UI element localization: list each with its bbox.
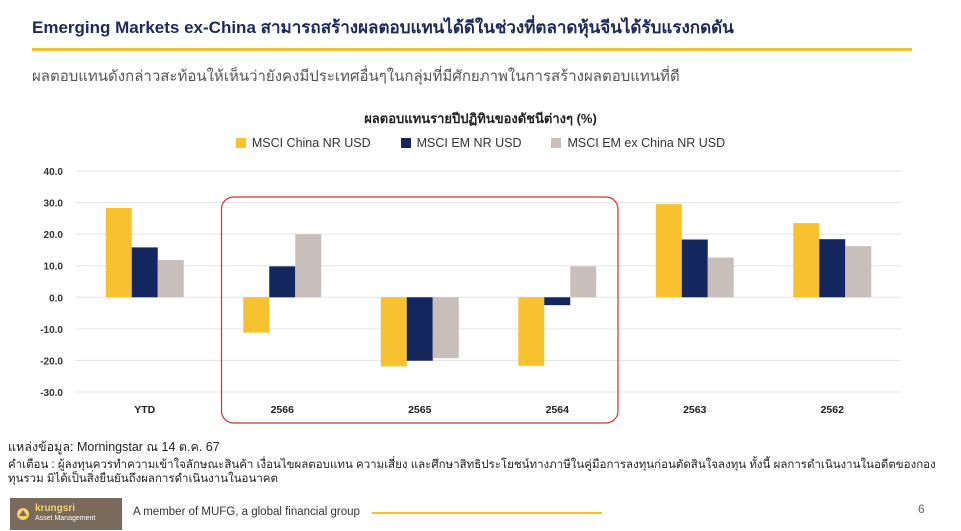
bar-msci-china-nr-usd (243, 297, 270, 333)
bar-msci-em-ex-china-nr-usd (570, 266, 597, 298)
bar-msci-china-nr-usd (518, 297, 545, 366)
page-title: Emerging Markets ex-China สามารถสร้างผลต… (32, 18, 734, 37)
bar-msci-china-nr-usd (655, 204, 682, 298)
bar-msci-em-ex-china-nr-usd (707, 257, 734, 298)
x-tick-label: 2565 (408, 404, 432, 416)
legend-label-china: MSCI China NR USD (251, 136, 371, 150)
chart-legend: MSCI China NR USD MSCI EM NR USD MSCI EM… (0, 136, 961, 150)
bar-msci-china-nr-usd (793, 223, 820, 298)
title-underline (32, 48, 912, 51)
x-tick-label: 2562 (821, 404, 845, 416)
legend-label-em: MSCI EM NR USD (416, 136, 522, 150)
logo-main-text: krungsri (35, 503, 76, 514)
bar-msci-em-nr-usd (544, 297, 571, 306)
y-tick-label: 10.0 (44, 262, 64, 273)
x-tick-label: YTD (134, 404, 155, 416)
x-tick-label: 2563 (683, 404, 707, 416)
logo-mark-icon (17, 508, 29, 520)
x-tick-label: 2564 (546, 404, 570, 416)
bar-msci-em-nr-usd (681, 239, 708, 298)
y-tick-label: -20.0 (40, 356, 63, 367)
y-tick-label: 0.0 (49, 293, 63, 304)
legend-item-em: MSCI EM NR USD (400, 136, 522, 150)
page-number: 6 (918, 502, 925, 516)
member-tagline: A member of MUFG, a global financial gro… (133, 506, 360, 518)
y-tick-label: 30.0 (44, 199, 64, 210)
source-note: แหล่งข้อมูล: Morningstar ณ 14 ต.ค. 67 (8, 440, 220, 454)
legend-item-em-ex-china: MSCI EM ex China NR USD (551, 136, 725, 150)
bar-msci-em-nr-usd (269, 266, 296, 298)
y-tick-label: 40.0 (44, 167, 64, 178)
legend-swatch-em-ex-china (551, 138, 562, 148)
x-tick-label: 2566 (271, 404, 295, 416)
bar-msci-china-nr-usd (380, 297, 407, 367)
bar-msci-em-nr-usd (406, 297, 433, 361)
bar-msci-em-ex-china-nr-usd (432, 297, 459, 359)
bar-msci-em-ex-china-nr-usd (845, 246, 872, 298)
bar-msci-em-ex-china-nr-usd (157, 260, 184, 298)
page-subtitle: ผลตอบแทนดังกล่าวสะท้อนให้เห็นว่ายังคงมีป… (32, 68, 680, 85)
highlight-box (220, 196, 619, 424)
legend-swatch-em (400, 138, 411, 148)
y-tick-label: 20.0 (44, 230, 64, 241)
bar-msci-em-ex-china-nr-usd (295, 234, 322, 298)
footer-accent-line (372, 512, 602, 514)
bar-msci-em-nr-usd (131, 247, 158, 298)
bar-msci-china-nr-usd (105, 207, 132, 298)
y-tick-label: -30.0 (40, 388, 63, 399)
disclaimer-text: คำเตือน : ผู้ลงทุนควรทำความเข้าใจลักษณะส… (8, 459, 936, 485)
legend-swatch-china (235, 138, 246, 148)
bar-chart: 40.0 30.0 20.0 10.0 0.0 -10.0 -20.0 -30.0 YTD 256… (40, 167, 901, 424)
y-tick-label: -10.0 (40, 325, 63, 336)
bar-msci-em-nr-usd (819, 239, 846, 298)
chart-title: ผลตอบแทนรายปีปฏิทินของดัชนีต่างๆ (%) (364, 111, 597, 126)
krungsri-logo: krungsri Asset Management (10, 498, 122, 530)
legend-item-china: MSCI China NR USD (235, 136, 371, 150)
logo-sub-text: Asset Management (35, 515, 96, 522)
legend-label-em-ex-china: MSCI EM ex China NR USD (567, 136, 726, 150)
